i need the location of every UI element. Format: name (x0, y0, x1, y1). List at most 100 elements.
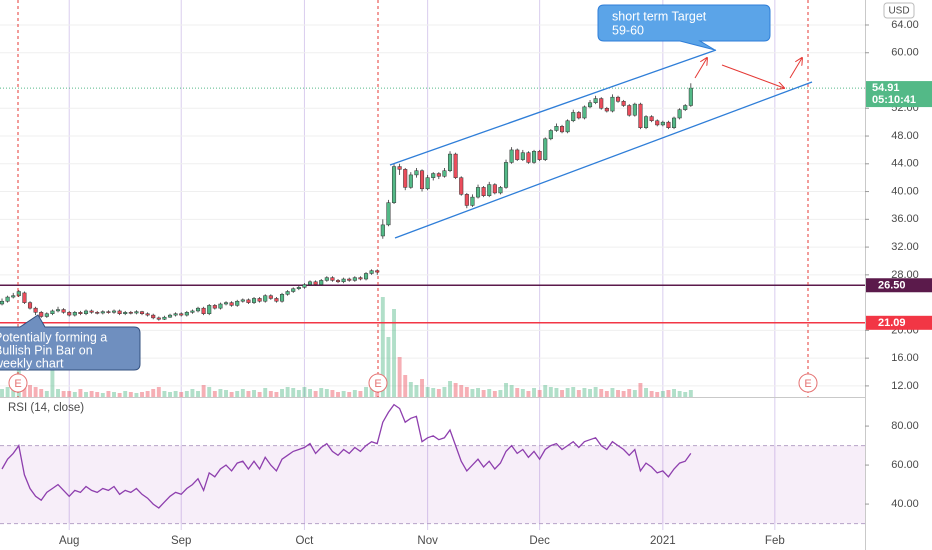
volume-bar (212, 391, 217, 397)
channel-upper (389, 49, 717, 166)
last-price-label: 54.91 (872, 82, 900, 94)
x-tick-label: Aug (59, 535, 79, 547)
rsi-panel (0, 403, 865, 525)
volume-bar (33, 387, 38, 397)
candle-body (487, 184, 492, 196)
candle-body (425, 177, 430, 190)
last-price-tag (866, 81, 932, 108)
candle-body (419, 170, 425, 190)
earnings-marker (8, 373, 28, 393)
callout-text: weekly chart (0, 356, 64, 370)
volume-bar (442, 387, 447, 397)
candle-body (655, 120, 660, 126)
volume-bar (39, 389, 44, 397)
candle-body (347, 278, 352, 281)
volume-bar (554, 388, 559, 397)
volume-bar (509, 385, 514, 397)
candle-body (509, 149, 514, 163)
volume-bar (168, 392, 172, 397)
candle-body (274, 298, 279, 302)
volume-bar (252, 390, 256, 397)
volume-bar (280, 389, 284, 397)
volume-bar (369, 385, 374, 397)
candle-body (436, 173, 441, 177)
candle-body (291, 288, 296, 292)
volume-bar (5, 387, 10, 397)
earnings-marker (368, 373, 388, 393)
volume-bar (72, 392, 77, 397)
volume-bar (408, 382, 413, 397)
x-tick-label: Nov (417, 535, 438, 547)
earnings-label: E (374, 378, 381, 390)
volume-bar (448, 381, 452, 397)
candle-body (408, 174, 413, 188)
candle-body (156, 317, 161, 320)
volume-bar (240, 389, 245, 397)
y-tick-label: 60.00 (891, 47, 919, 59)
candle-body (218, 303, 223, 309)
volume-bar (100, 393, 105, 397)
candle-body (604, 108, 609, 112)
volume-bar (470, 389, 475, 397)
candle-body (0, 300, 5, 305)
callout-target: short term Target 59-60 (597, 4, 771, 51)
volume-bar (302, 387, 307, 397)
volume-bar (67, 391, 72, 397)
volume-bar (112, 392, 116, 397)
candle-body (285, 291, 290, 295)
candle-body (33, 307, 38, 313)
volume-bar (660, 391, 665, 397)
volume-bar (145, 391, 150, 397)
drawings (17, 0, 813, 397)
candle-body (235, 300, 240, 306)
volume-bar (386, 337, 391, 397)
y-tick-label: 32.00 (891, 241, 919, 253)
candle-body (543, 138, 548, 160)
volume-bar (504, 383, 508, 397)
volume-bar (291, 388, 296, 397)
x-tick-label: Feb (765, 535, 785, 547)
volume-bar (364, 387, 368, 397)
candle-body (341, 278, 346, 283)
candle-body (649, 116, 654, 122)
candle-body (363, 273, 369, 280)
volume-bar (492, 391, 497, 397)
candle-body (677, 109, 682, 119)
volume-bar (123, 391, 128, 397)
volume-bar (162, 391, 167, 397)
candle-body (352, 277, 357, 281)
volume-bar (324, 389, 329, 397)
candle-body (330, 277, 335, 281)
candle-body (207, 305, 212, 314)
candle-body (492, 184, 497, 194)
candle-body (554, 126, 559, 131)
candle-body (582, 106, 587, 119)
y-tick-label: 48.00 (891, 130, 919, 142)
volume-bar (487, 389, 492, 397)
y-tick-label: 28.00 (891, 269, 919, 281)
candle-body (386, 202, 391, 226)
candle-body (11, 295, 16, 298)
candle-body (459, 177, 464, 195)
candle-body (111, 310, 117, 313)
candle-body (89, 310, 94, 313)
volume-bar (358, 391, 363, 397)
volume-bar (498, 390, 503, 397)
candle-body (100, 311, 105, 314)
candle-body (229, 302, 234, 306)
candle-body (515, 149, 520, 160)
candle-body (151, 314, 156, 319)
volume-bar (151, 389, 156, 397)
volume-bar (666, 390, 671, 397)
earnings-marker (798, 373, 818, 393)
candle-body (190, 310, 195, 313)
y-tick-label: 44.00 (891, 158, 919, 170)
candle-body (442, 170, 447, 177)
volume-bar (207, 387, 212, 397)
projection-arrow (721, 64, 784, 88)
y-tick-label: 16.00 (891, 352, 919, 364)
candle-body (498, 187, 503, 194)
volume-bar (173, 391, 178, 397)
channel-lower (394, 81, 813, 239)
candle-body (503, 162, 509, 188)
